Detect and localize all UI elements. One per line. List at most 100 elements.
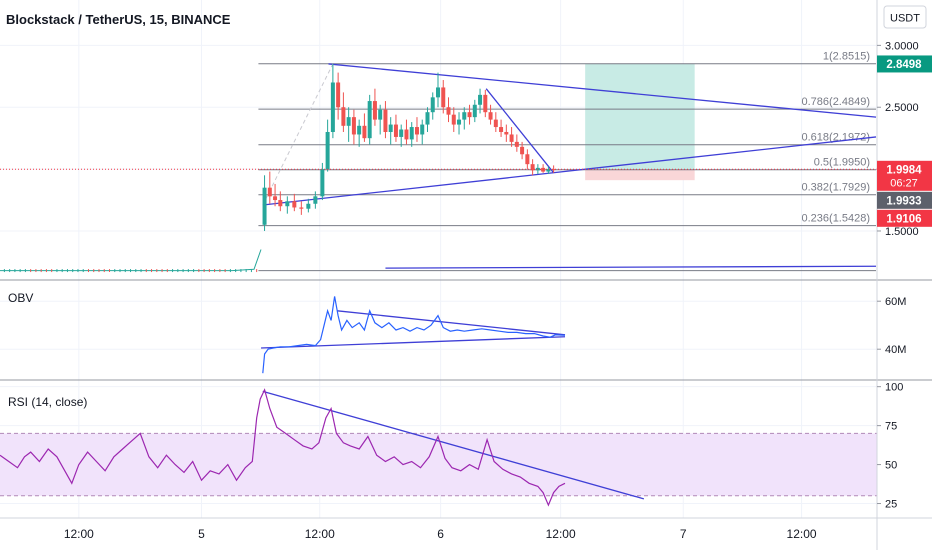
candle-body [341, 107, 346, 126]
candle-body [425, 112, 430, 125]
rsi-indicator-label[interactable]: RSI (14, close) [8, 395, 87, 409]
price-pane[interactable]: 1(2.8515) 0.786(2.4849) 0.618(2.1972) 0.5(1… [0, 51, 877, 273]
time-axis[interactable]: 12:00 5 12:00 6 12:00 7 12:00 [64, 527, 817, 541]
candle-body [299, 207, 304, 209]
time-tick-label: 12:00 [546, 527, 576, 541]
candle-body [262, 187, 267, 225]
obv-trendline [337, 310, 566, 336]
candle-body [499, 127, 504, 132]
rsi-axis[interactable]: 100 75 50 25 [877, 382, 903, 511]
candle-body [478, 94, 483, 105]
candle-body [430, 97, 435, 113]
obv-axis[interactable]: 60M 40M [877, 296, 906, 356]
candle-body [467, 112, 472, 118]
time-tick-label: 12:00 [305, 527, 335, 541]
fibonacci-retracement[interactable]: 1(2.8515) 0.786(2.4849) 0.618(2.1972) 0.5(1… [258, 51, 876, 272]
price-badge [877, 191, 932, 209]
currency-button[interactable]: USDT [883, 5, 927, 29]
candlesticks [3, 63, 556, 273]
projection-dash-line [262, 63, 334, 206]
candle-body [285, 201, 290, 207]
candle-body [278, 200, 283, 207]
candle-body [320, 169, 325, 197]
candle-body [313, 196, 318, 204]
candle-body [399, 129, 404, 137]
currency-button-label[interactable]: USDT [890, 13, 920, 25]
axis-tick-label: 50 [885, 460, 897, 472]
candle-body [330, 82, 335, 132]
candle-body [388, 124, 393, 132]
candle-body [409, 127, 414, 140]
candle-body [514, 141, 519, 147]
axis-tick-label: 60M [885, 296, 906, 308]
axis-tick-label: 3.0000 [885, 40, 919, 52]
price-trendlines[interactable] [262, 63, 877, 269]
rsi-trendlines[interactable] [262, 390, 645, 500]
fib-level-label: 0.786(2.4849) [802, 96, 871, 108]
price-trendline [485, 88, 555, 174]
price-badge [877, 160, 932, 191]
stop-zone [585, 169, 695, 181]
rsi-band [0, 433, 877, 496]
price-badge [877, 209, 932, 227]
obv-indicator-label[interactable]: OBV [8, 291, 33, 305]
candle-body [446, 107, 451, 115]
price-badge-label: 2.8498 [886, 59, 922, 71]
candle-body [472, 104, 477, 118]
obv-pane[interactable] [261, 296, 566, 374]
rsi-pane[interactable] [0, 388, 877, 507]
axis-tick-label: 2.5000 [885, 102, 919, 114]
candle-body [267, 187, 272, 197]
candle-body [493, 119, 498, 128]
candle-body [551, 169, 556, 171]
candle-body [420, 124, 425, 135]
fib-level-label: 1(2.8515) [823, 51, 870, 63]
rsi-series-line [0, 388, 566, 507]
target-zone [585, 63, 695, 170]
obv-trendline [261, 336, 566, 349]
time-tick-label: 6 [437, 527, 444, 541]
obv-trendlines[interactable] [261, 310, 566, 349]
price-badge-label: 1.9106 [886, 213, 921, 225]
candle-body [451, 114, 456, 125]
candle-body [292, 201, 297, 208]
price-badge-label: 1.9984 [886, 164, 922, 176]
fib-level-label: 0.5(1.9950) [814, 157, 870, 169]
candle-body [273, 196, 278, 201]
long-position-tool[interactable] [585, 63, 695, 181]
candle-body [525, 154, 530, 165]
candle-body [462, 112, 467, 120]
candle-body [357, 125, 362, 135]
axis-tick-label: 100 [885, 382, 903, 394]
candle-body [383, 109, 388, 132]
fib-level-label: 0.618(2.1972) [802, 132, 871, 144]
candle-body [504, 131, 509, 135]
candle-body [346, 117, 351, 126]
time-tick-label: 5 [198, 527, 205, 541]
candle-body [351, 117, 356, 135]
time-tick-label: 12:00 [64, 527, 94, 541]
axis-tick-label: 25 [885, 499, 897, 511]
candle-body [530, 164, 535, 171]
currency-button-frame[interactable] [883, 5, 927, 29]
time-tick-label: 7 [680, 527, 687, 541]
candle-body [325, 131, 330, 170]
candle-body [367, 101, 372, 139]
candle-body [372, 101, 377, 120]
candle-body [436, 87, 440, 98]
price-trendline [385, 265, 877, 269]
time-tick-label: 12:00 [787, 527, 817, 541]
candle-body [457, 119, 462, 125]
price-trendline [328, 63, 877, 118]
candle-body [404, 129, 409, 140]
candle-body [306, 203, 311, 209]
price-badge-label: 1.9933 [886, 195, 921, 207]
candle-body [393, 124, 398, 137]
candle-body [483, 94, 488, 113]
candle-body [509, 134, 514, 142]
candle-body [414, 127, 419, 135]
candle-body [520, 146, 525, 155]
symbol-title: Blockstack / TetherUS, 15, BINANCE [6, 12, 231, 27]
